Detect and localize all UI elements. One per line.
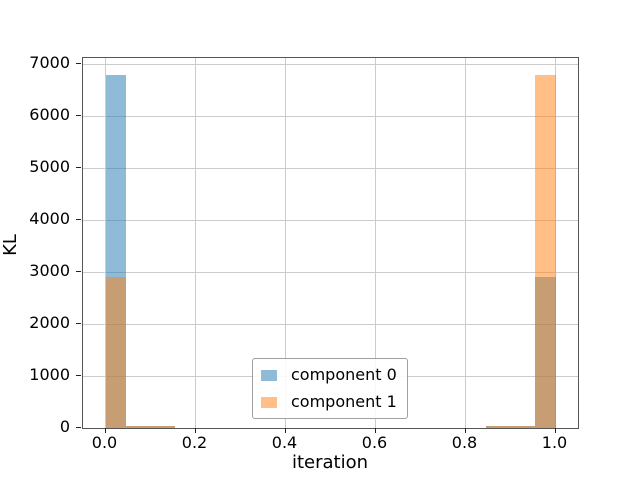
legend-swatch-component-0-icon (261, 369, 277, 381)
gridline-vertical (285, 58, 286, 428)
y-axis-label: KL (0, 234, 21, 256)
y-tick-label: 3000 (29, 261, 70, 281)
gridline-vertical (195, 58, 196, 428)
legend-label-component-0: component 0 (291, 365, 397, 384)
gridline-horizontal (83, 63, 578, 65)
histogram-bar-component-1 (105, 277, 126, 428)
x-tick-mark (464, 428, 466, 433)
y-tick-mark (76, 218, 81, 220)
x-tick-label: 0.4 (271, 433, 298, 452)
y-tick-label: 6000 (29, 105, 70, 125)
x-tick-mark (284, 428, 286, 433)
gridline-horizontal (83, 115, 578, 117)
legend-item-component-0: component 0 (261, 365, 399, 385)
y-tick-label: 5000 (29, 157, 70, 177)
gridline-horizontal (83, 323, 578, 325)
y-tick-label: 0 (59, 417, 70, 436)
y-tick-mark (76, 270, 81, 272)
gridline-vertical (465, 58, 466, 428)
y-tick-mark (76, 114, 81, 116)
x-tick-label: 0.2 (181, 433, 208, 452)
x-tick-label: 1.0 (541, 433, 568, 452)
histogram-bar-component-1 (485, 425, 536, 428)
x-tick-mark (194, 428, 196, 433)
legend-swatch-component-1-icon (261, 396, 277, 408)
y-tick-mark (76, 166, 81, 168)
y-tick-label: 7000 (29, 53, 70, 73)
histogram-bar-component-1 (535, 74, 556, 428)
plot-area: component 0 component 1 (82, 57, 579, 429)
x-tick-mark (374, 428, 376, 433)
gridline-vertical (375, 58, 376, 428)
y-tick-label: 4000 (29, 209, 70, 229)
y-tick-mark (76, 374, 81, 376)
x-tick-label: 0.8 (451, 433, 478, 452)
y-tick-mark (76, 322, 81, 324)
y-tick-mark (76, 426, 81, 428)
y-tick-mark (76, 62, 81, 64)
gridline-horizontal (83, 271, 578, 273)
gridline-horizontal (83, 167, 578, 169)
y-tick-label: 2000 (29, 313, 70, 333)
legend-item-component-1: component 1 (261, 392, 399, 412)
y-tick-label: 1000 (29, 365, 70, 385)
histogram-bar-component-1 (125, 425, 176, 428)
legend-label-component-1: component 1 (291, 392, 397, 411)
x-axis-label: iteration (291, 452, 369, 473)
x-tick-mark (104, 428, 106, 433)
x-tick-label: 0.0 (91, 433, 118, 452)
legend: component 0 component 1 (252, 358, 408, 419)
gridline-horizontal (83, 219, 578, 221)
x-tick-mark (554, 428, 556, 433)
gridline-vertical (555, 58, 556, 428)
x-tick-label: 0.6 (361, 433, 388, 452)
